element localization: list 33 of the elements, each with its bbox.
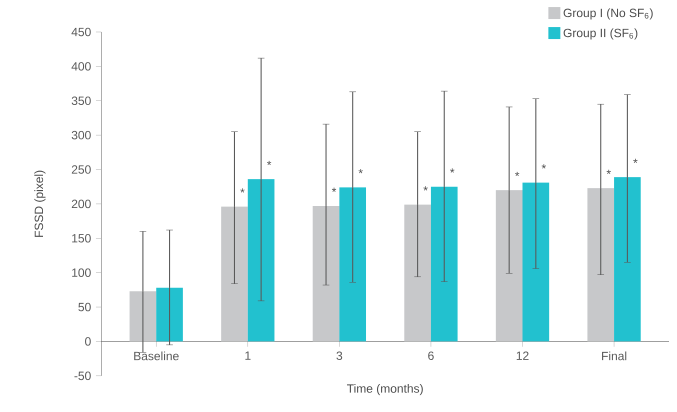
y-tick-label: 450 [72, 28, 91, 36]
data-label: * [633, 158, 638, 164]
y-tick-label: 350 [72, 96, 91, 106]
data-label: * [332, 188, 336, 192]
data-label: * [266, 160, 272, 166]
x-tick-label: Final [602, 352, 626, 360]
y-tick-label: 50 [78, 302, 91, 312]
y-tick-label: 200 [72, 200, 91, 208]
data-label: * [542, 164, 546, 169]
legend-label: Group I (No SF$_{6}$) [564, 8, 653, 20]
y-tick-label: 150 [72, 234, 91, 243]
data-label: * [515, 172, 520, 176]
y-tick-label: 300 [72, 130, 91, 140]
y-tick-label: 250 [72, 165, 91, 174]
bar [156, 288, 183, 342]
y-axis-title: FSSD (pixel) [34, 170, 46, 237]
data-label: * [358, 169, 363, 174]
x-axis-title: Time (months) [346, 384, 423, 396]
x-tick-label: 1 [245, 352, 251, 360]
data-label: * [240, 188, 245, 193]
x-tick-label: Baseline [134, 352, 179, 360]
x-tick-label: 12 [516, 352, 529, 360]
y-tick-label: 0 [85, 337, 91, 346]
x-tick-label: 6 [428, 352, 434, 360]
x-tick-label: 3 [336, 352, 342, 360]
data-label: * [450, 168, 454, 173]
data-label: * [606, 170, 611, 174]
bar [130, 291, 156, 342]
legend-label: Group II (SF$_{6}$) [564, 28, 638, 40]
y-tick-label: 400 [72, 62, 91, 71]
y-tick-label: 100 [72, 268, 91, 278]
y-tick-label: -50 [74, 372, 91, 380]
data-label: * [423, 186, 428, 191]
